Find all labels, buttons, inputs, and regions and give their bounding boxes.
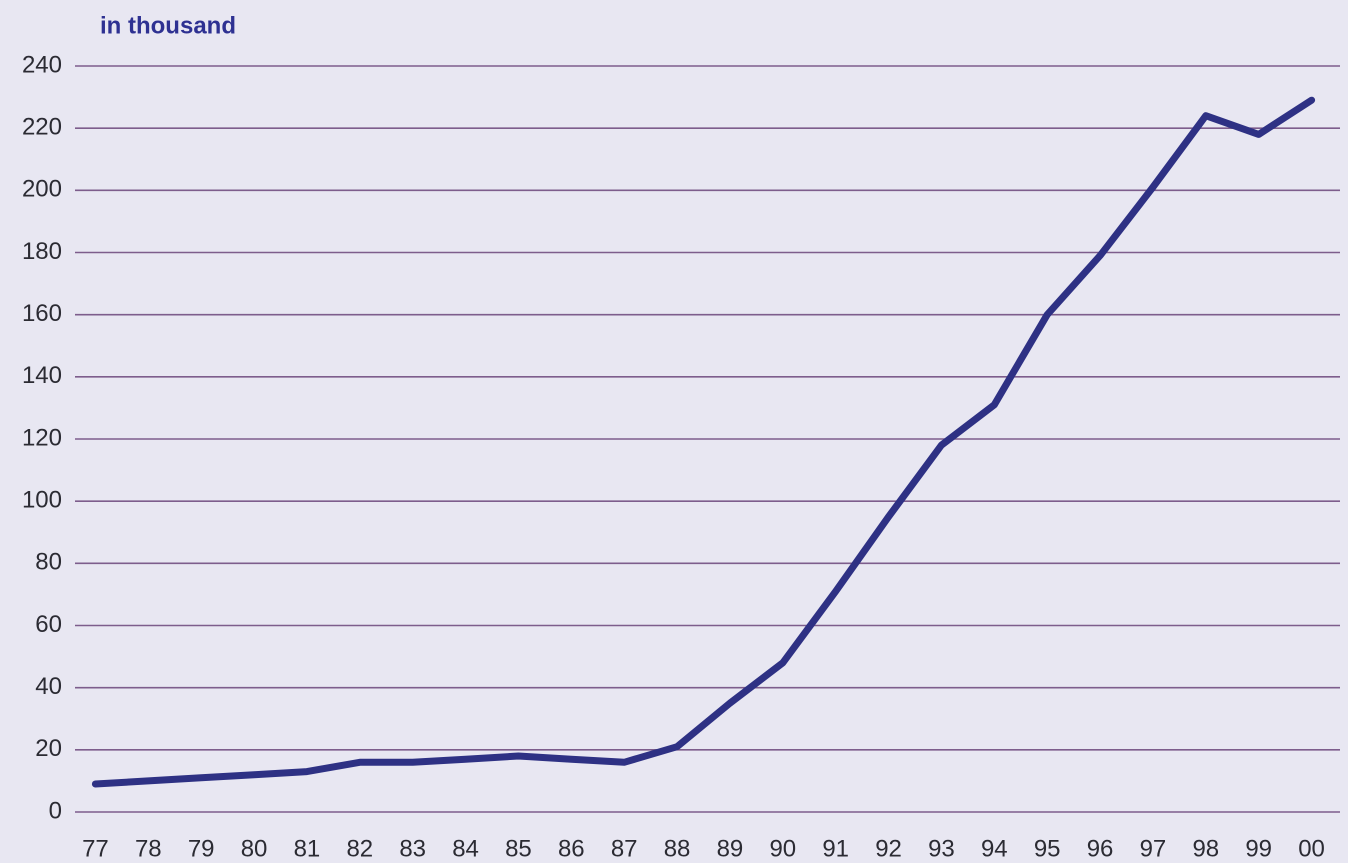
x-tick-label: 94: [981, 835, 1008, 862]
x-tick-label: 90: [769, 835, 796, 862]
x-tick-label: 84: [452, 835, 479, 862]
data-line: [91, 96, 1316, 788]
y-tick-label: 180: [22, 238, 62, 265]
y-tick-label: 60: [35, 611, 62, 638]
y-tick-label: 0: [49, 797, 62, 824]
x-tick-label: 00: [1298, 835, 1325, 862]
y-tick-label: 160: [22, 300, 62, 327]
y-tick-label: 120: [22, 424, 62, 451]
x-tick-label: 95: [1034, 835, 1061, 862]
y-tick-label: 200: [22, 176, 62, 203]
y-tick-label: 240: [22, 51, 62, 78]
x-tick-label: 77: [82, 835, 109, 862]
y-tick-label: 40: [35, 673, 62, 700]
x-tick-label: 91: [822, 835, 849, 862]
x-tick-label: 83: [399, 835, 426, 862]
x-tick-label: 99: [1245, 835, 1272, 862]
y-tick-label: 80: [35, 549, 62, 576]
x-tick-label: 88: [664, 835, 691, 862]
x-tick-label: 79: [188, 835, 215, 862]
y-tick-label: 100: [22, 487, 62, 514]
chart-title: in thousand: [100, 12, 236, 39]
x-tick-label: 98: [1192, 835, 1219, 862]
x-tick-label: 78: [135, 835, 162, 862]
x-tick-label: 85: [505, 835, 532, 862]
y-tick-label: 220: [22, 114, 62, 141]
x-tick-label: 93: [928, 835, 955, 862]
x-tick-label: 89: [717, 835, 744, 862]
x-tick-label: 86: [558, 835, 585, 862]
x-tick-label: 92: [875, 835, 902, 862]
x-tick-label: 87: [611, 835, 638, 862]
x-tick-label: 96: [1087, 835, 1114, 862]
x-tick-label: 97: [1140, 835, 1167, 862]
y-tick-label: 20: [35, 735, 62, 762]
x-tick-label: 81: [294, 835, 321, 862]
x-tick-label: 82: [346, 835, 373, 862]
x-tick-label: 80: [241, 835, 268, 862]
y-tick-label: 140: [22, 362, 62, 389]
